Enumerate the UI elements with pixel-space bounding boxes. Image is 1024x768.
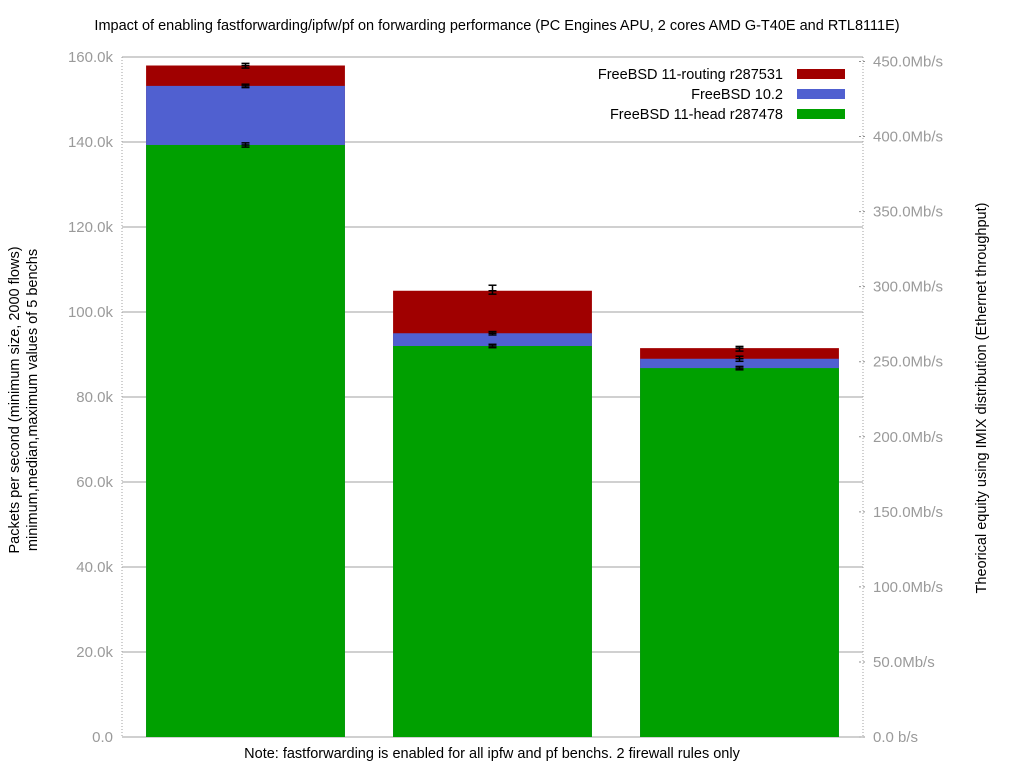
- y-tick-label: 20.0k: [76, 644, 113, 661]
- y2-tick-label: 100.0Mb/s: [873, 579, 943, 596]
- y2-tick-label: 450.0Mb/s: [873, 54, 943, 71]
- y-tick-label: 140.0k: [68, 134, 114, 151]
- y-axis-label-line-2: minimum,median,maximum values of 5 bench…: [25, 249, 41, 551]
- bars: [146, 65, 839, 738]
- y-tick-label: 120.0k: [68, 219, 114, 236]
- legend: FreeBSD 11-routing r287531 FreeBSD 10.2 Fr…: [598, 67, 845, 123]
- bar-segment: [640, 368, 839, 737]
- y2-tick-label: 350.0Mb/s: [873, 204, 943, 221]
- chart-note: Note: fastforwarding is enabled for all …: [244, 746, 740, 762]
- legend-swatch: [797, 89, 845, 99]
- error-bars: [241, 62, 744, 371]
- y-tick-label: 100.0k: [68, 304, 114, 321]
- legend-swatch: [797, 69, 845, 79]
- legend-swatch: [797, 109, 845, 119]
- chart-title: Impact of enabling fastforwarding/ipfw/p…: [94, 18, 899, 34]
- legend-label: FreeBSD 10.2: [691, 87, 783, 103]
- y-tick-label: 80.0k: [76, 389, 113, 406]
- y2-tick-label: 200.0Mb/s: [873, 429, 943, 446]
- y2-tick-label: 250.0Mb/s: [873, 354, 943, 371]
- y-tick-label: 0.0: [92, 729, 113, 746]
- y-tick-label: 160.0k: [68, 49, 114, 66]
- y2-axis-label: Theorical equity using IMIX distribution…: [974, 203, 990, 594]
- y2-tick-label: 400.0Mb/s: [873, 129, 943, 146]
- bar-segment: [393, 346, 592, 737]
- legend-label: FreeBSD 11-routing r287531: [598, 67, 783, 83]
- legend-label: FreeBSD 11-head r287478: [610, 107, 783, 123]
- right-axis-ticks: 0.0 b/s 50.0Mb/s 100.0Mb/s 150.0Mb/s 200.0Mb…: [859, 54, 943, 746]
- y2-tick-label: 50.0Mb/s: [873, 654, 935, 671]
- y2-tick-label: 0.0 b/s: [873, 729, 918, 746]
- y2-tick-label: 150.0Mb/s: [873, 504, 943, 521]
- y-tick-label: 60.0k: [76, 474, 113, 491]
- bar-segment: [146, 144, 345, 738]
- y-axis-label-line-1: Packets per second (minimum size, 2000 f…: [7, 246, 23, 553]
- left-axis-ticks: 0.0 20.0k 40.0k 60.0k 80.0k 100.0k 120.0k 140.0…: [68, 49, 114, 746]
- y2-tick-label: 300.0Mb/s: [873, 279, 943, 296]
- y-tick-label: 40.0k: [76, 559, 113, 576]
